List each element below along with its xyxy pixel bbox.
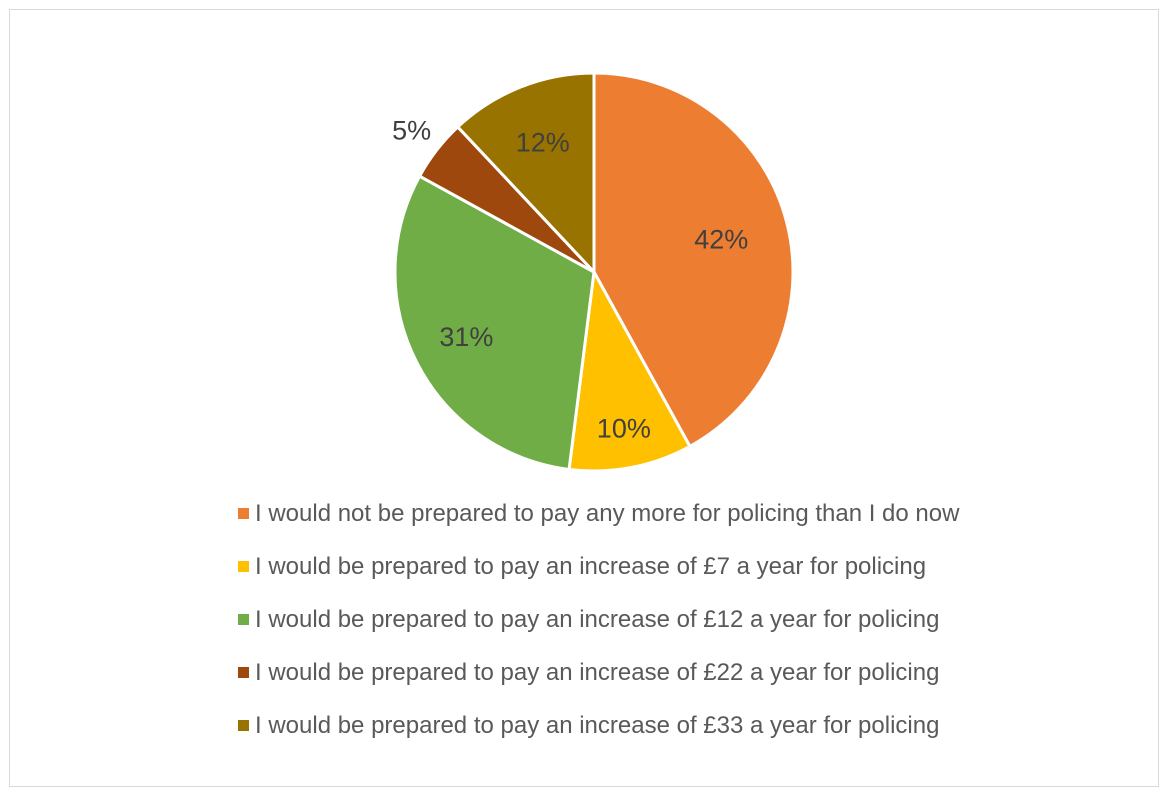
slice-data-label: 42% xyxy=(694,224,748,254)
legend-item: I would be prepared to pay an increase o… xyxy=(238,646,1038,699)
legend-item: I would be prepared to pay an increase o… xyxy=(238,540,1038,593)
pie-slice xyxy=(393,174,596,471)
pie-slice xyxy=(592,71,795,448)
slice-data-label: 10% xyxy=(597,413,651,443)
pie-data-labels: 42% 10% 31% 5% 12% xyxy=(392,116,748,444)
legend-label: I would be prepared to pay an increase o… xyxy=(255,552,927,580)
legend-label: I would be prepared to pay an increase o… xyxy=(255,605,940,633)
pie-slices xyxy=(393,71,795,473)
legend-swatch xyxy=(238,561,249,572)
slice-data-label: 5% xyxy=(392,116,431,146)
slice-data-label: 12% xyxy=(516,127,570,157)
legend-label: I would not be prepared to pay any more … xyxy=(255,499,960,527)
legend-swatch xyxy=(238,720,249,731)
legend: I would not be prepared to pay any more … xyxy=(238,487,1038,752)
legend-item: I would not be prepared to pay any more … xyxy=(238,487,1038,540)
legend-swatch xyxy=(238,508,249,519)
legend-label: I would be prepared to pay an increase o… xyxy=(255,658,940,686)
legend-swatch xyxy=(238,614,249,625)
pie-slice xyxy=(456,71,596,274)
legend-label: I would be prepared to pay an increase o… xyxy=(255,711,940,739)
legend-swatch xyxy=(238,667,249,678)
legend-item: I would be prepared to pay an increase o… xyxy=(238,699,1038,752)
pie-slice xyxy=(567,270,692,473)
legend-item: I would be prepared to pay an increase o… xyxy=(238,593,1038,646)
slice-data-label: 31% xyxy=(439,322,493,352)
